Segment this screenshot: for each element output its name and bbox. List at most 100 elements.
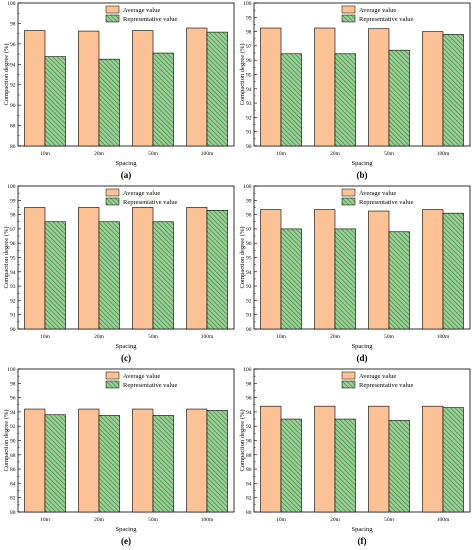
y-tick-label: 98: [246, 213, 252, 219]
x-axis-label: Spacing: [352, 526, 374, 533]
panel-label: (b): [357, 170, 368, 180]
bar-representative: [98, 221, 120, 330]
bar-average: [132, 408, 154, 513]
x-tick-label: 50m: [148, 517, 159, 523]
bar-representative: [44, 56, 66, 147]
y-tick-label: 92: [10, 83, 16, 89]
bar-representative: [98, 415, 120, 513]
y-tick-label: 99: [246, 15, 252, 21]
bar-representative: [442, 34, 464, 147]
bar-representative: [334, 418, 356, 513]
bar-representative: [388, 49, 410, 147]
bar-average: [24, 207, 46, 330]
chart-panel-3: 90 91 92 93 94 95 96 97 98 99 100 Compaction degree…: [239, 184, 471, 363]
x-axis-label: Spacing: [352, 160, 374, 167]
y-tick-label: 90: [10, 439, 16, 445]
bar-representative: [152, 415, 174, 513]
y-tick-label: 97: [246, 44, 252, 50]
legend-swatch-representative: [341, 14, 356, 23]
bar-average: [260, 209, 282, 330]
y-tick-label: 88: [10, 124, 16, 130]
y-tick-label: 99: [246, 198, 252, 204]
x-tick-label: 50m: [148, 151, 159, 157]
y-tick-label: 94: [10, 270, 16, 276]
y-tick-label: 97: [10, 227, 16, 233]
y-tick-label: 96: [10, 42, 16, 48]
bar-representative: [152, 221, 174, 330]
y-tick-label: 98: [246, 381, 252, 387]
chart-panel-1: 90 91 92 93 94 95 96 97 98 99 100 Compaction degree…: [239, 1, 471, 180]
y-tick-label: 100: [7, 367, 16, 373]
legend-swatch-average: [341, 5, 356, 14]
y-axis-label: Compaction degree (%): [239, 226, 246, 288]
y-tick-label: 90: [10, 103, 16, 109]
bar-average: [314, 27, 336, 147]
y-tick-label: 86: [10, 144, 16, 150]
y-tick-label: 92: [10, 424, 16, 430]
x-tick-label: 100m: [201, 151, 214, 157]
legend-swatch-average: [105, 5, 120, 14]
y-tick-label: 84: [246, 481, 252, 487]
x-tick-label: 20m: [330, 334, 341, 340]
y-axis-label: Compaction degree (%): [3, 43, 10, 105]
bar-average: [132, 207, 154, 330]
y-tick-label: 95: [246, 256, 252, 262]
x-tick-label: 10m: [276, 334, 287, 340]
bar-representative: [388, 231, 410, 330]
bar-representative: [334, 53, 356, 147]
y-tick-label: 98: [10, 21, 16, 27]
legend-entry: Average value: [359, 7, 396, 14]
y-tick-label: 100: [243, 367, 252, 373]
y-tick-label: 96: [10, 241, 16, 247]
legend-entry: Representative value: [123, 382, 177, 389]
y-tick-label: 91: [246, 313, 252, 319]
y-tick-label: 93: [246, 284, 252, 290]
legend-entry: Representative value: [123, 16, 177, 23]
y-tick-label: 94: [246, 270, 252, 276]
x-tick-label: 100m: [437, 334, 450, 340]
y-tick-label: 98: [10, 213, 16, 219]
bar-average: [24, 30, 46, 147]
panel-label: (a): [121, 170, 132, 180]
y-tick-label: 91: [10, 313, 16, 319]
bar-representative: [280, 53, 302, 147]
bar-representative: [206, 410, 228, 513]
bar-average: [260, 27, 282, 147]
bar-average: [186, 408, 208, 513]
y-tick-label: 96: [246, 241, 252, 247]
y-tick-label: 80: [10, 510, 16, 516]
legend-entry: Average value: [123, 373, 160, 380]
x-axis-label: Spacing: [116, 343, 138, 350]
bar-representative: [206, 210, 228, 330]
y-tick-label: 94: [246, 410, 252, 416]
y-tick-label: 99: [10, 198, 16, 204]
bar-average: [260, 405, 282, 513]
y-tick-label: 96: [246, 396, 252, 402]
bar-representative: [44, 221, 66, 330]
legend-entry: Representative value: [123, 199, 177, 206]
x-tick-label: 50m: [384, 151, 395, 157]
legend-swatch-average: [341, 188, 356, 197]
legend-entry: Average value: [359, 190, 396, 197]
x-tick-label: 20m: [330, 151, 341, 157]
y-tick-label: 86: [10, 467, 16, 473]
legend-swatch-average: [341, 371, 356, 380]
panel-label: (d): [357, 353, 368, 363]
bar-representative: [442, 407, 464, 513]
bar-average: [186, 207, 208, 330]
y-tick-label: 94: [10, 410, 16, 416]
y-axis-label: Compaction degree (%): [3, 409, 10, 471]
y-tick-label: 82: [10, 496, 16, 502]
x-tick-label: 100m: [437, 151, 450, 157]
panel-label: (c): [121, 353, 131, 363]
bar-average: [314, 209, 336, 330]
y-tick-label: 92: [246, 424, 252, 430]
x-tick-label: 50m: [148, 334, 159, 340]
legend-swatch-representative: [105, 197, 120, 206]
legend-entry: Representative value: [359, 199, 413, 206]
y-tick-label: 100: [7, 1, 16, 7]
x-axis-label: Spacing: [352, 343, 374, 350]
y-tick-label: 82: [246, 496, 252, 502]
x-tick-label: 10m: [40, 334, 51, 340]
